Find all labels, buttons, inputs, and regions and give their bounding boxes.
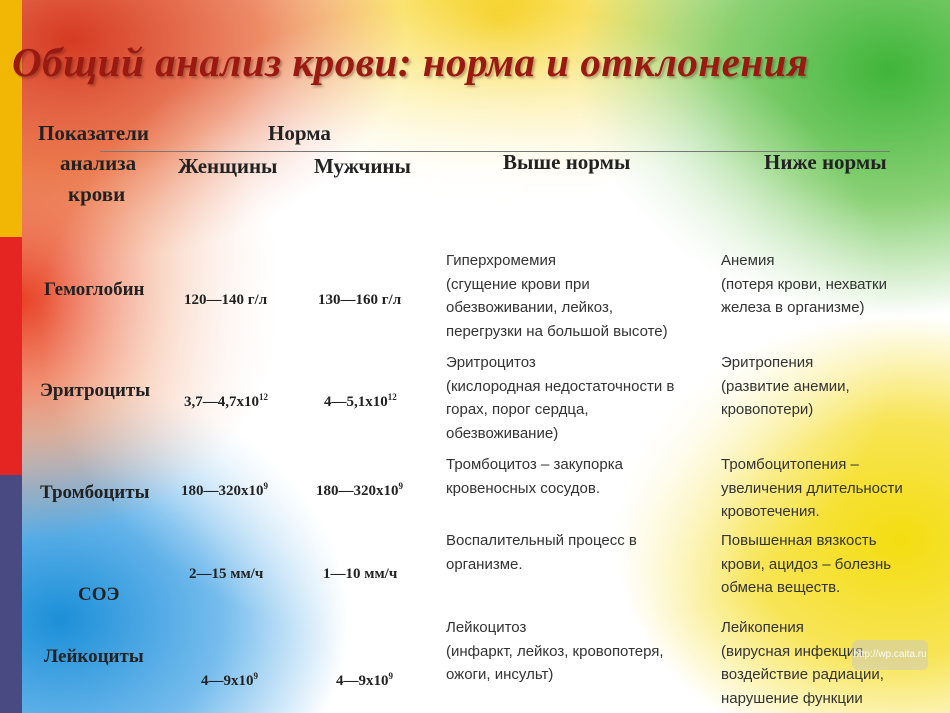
sidebar-color-bar <box>0 0 22 713</box>
row-erythrocytes-name: Эритроциты <box>40 380 151 401</box>
row-leukocytes-above: Лейкоцитоз (инфаркт, лейкоз, кровопотеря… <box>446 619 664 683</box>
row-platelets-above: Тромбоцитоз – закупорка кровеносных сосу… <box>446 456 623 497</box>
row-esr-below: Повышенная вязкость крови, ацидоз – боле… <box>721 532 892 596</box>
slide-title: Общий анализ крови: норма и отклонения <box>12 39 809 85</box>
row-platelets-name: Тромбоциты <box>40 482 150 503</box>
header-below-norm: Ниже нормы <box>764 150 887 174</box>
row-hemoglobin-above: Гиперхромемия (сгущение крови при обезво… <box>446 252 668 340</box>
header-above-norm: Выше нормы <box>503 150 631 174</box>
header-indicator-line2: анализа <box>60 151 137 175</box>
row-erythrocytes-above: Эритроцитоз (кислородная недостаточности… <box>446 354 675 442</box>
row-platelets-men: 180—320х109 <box>316 481 403 500</box>
sidebar-block-red <box>0 237 22 475</box>
header-divider <box>100 151 890 152</box>
row-erythrocytes-below: Эритропения (развитие анемии, кровопотер… <box>721 354 850 418</box>
row-hemoglobin-below: Анемия (потеря крови, нехватки железа в … <box>721 252 887 316</box>
row-hemoglobin-name: Гемоглобин <box>44 279 145 300</box>
row-leukocytes-men: 4—9х109 <box>336 671 393 690</box>
row-leukocytes-name: Лейкоциты <box>44 646 144 667</box>
header-men: Мужчины <box>314 154 411 178</box>
row-esr-men: 1—10 мм/ч <box>323 566 398 582</box>
watermark: http://wp.caita.ru <box>852 640 928 670</box>
row-erythrocytes-men: 4—5,1х1012 <box>324 392 397 411</box>
row-esr-above: Воспалительный процесс в организме. <box>446 532 637 573</box>
row-hemoglobin-women: 120—140 г/л <box>184 292 268 308</box>
sidebar-block-blue <box>0 475 22 713</box>
row-erythrocytes-women: 3,7—4,7х1012 <box>184 392 268 411</box>
header-norm: Норма <box>268 121 331 145</box>
sidebar-block-yellow <box>0 0 22 237</box>
row-hemoglobin-men: 130—160 г/л <box>318 292 402 308</box>
header-indicator-line3: крови <box>68 182 126 206</box>
row-leukocytes-below: Лейкопения (вирусная инфекция, воздейств… <box>721 619 884 707</box>
row-esr-name: СОЭ <box>78 584 120 605</box>
header-women: Женщины <box>178 154 278 178</box>
row-platelets-women: 180—320х109 <box>181 481 268 500</box>
row-leukocytes-women: 4—9х109 <box>201 671 258 690</box>
row-platelets-below: Тромбоцитопения – увеличения длительност… <box>721 456 903 520</box>
row-esr-women: 2—15 мм/ч <box>189 566 264 582</box>
header-indicator-line1: Показатели <box>38 121 150 145</box>
